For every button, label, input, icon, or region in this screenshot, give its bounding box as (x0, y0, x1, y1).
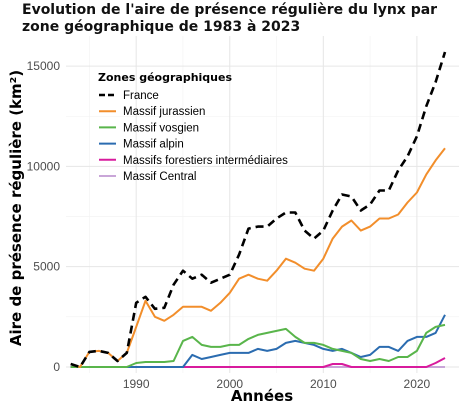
legend-label: Massif Central (123, 171, 197, 183)
legend-title: Zones géographiques (98, 71, 232, 84)
series-line-massif-jurassien (70, 147, 446, 368)
legend-label: Massif jurassien (123, 106, 205, 118)
y-tick-label: 0 (53, 360, 60, 374)
legend-label: Massifs forestiers intermédiaires (123, 155, 288, 167)
chart-title: Evolution de l'aire de présence régulièr… (22, 2, 438, 35)
y-tick-label: 10000 (27, 159, 61, 173)
x-tick-label: 2010 (310, 377, 337, 391)
x-tick-label: 2000 (216, 377, 243, 391)
legend-label: France (123, 90, 159, 102)
x-tick-label: 1990 (123, 377, 150, 391)
x-axis-title: Années (231, 387, 293, 405)
x-tick-label: 2020 (404, 377, 431, 391)
legend-label: Massif alpin (123, 139, 184, 151)
series-line-france (70, 51, 447, 369)
y-tick-label: 5000 (33, 260, 60, 274)
series-line-massif-vosgien (70, 323, 446, 368)
x-axis-ticks: 1990 2000 2010 2020 (123, 377, 431, 391)
plot-panel (66, 36, 459, 373)
y-tick-label: 15000 (27, 59, 61, 73)
y-axis-ticks: 0 5000 10000 15000 (27, 59, 61, 374)
series-lines (70, 51, 447, 369)
y-axis-title: Aire de présence régulière (km²) (7, 70, 25, 346)
legend-label: Massif vosgien (123, 122, 199, 134)
series-line-massif-alpin (70, 314, 446, 368)
legend: Zones géographiques France Massif jurassi… (98, 71, 288, 183)
